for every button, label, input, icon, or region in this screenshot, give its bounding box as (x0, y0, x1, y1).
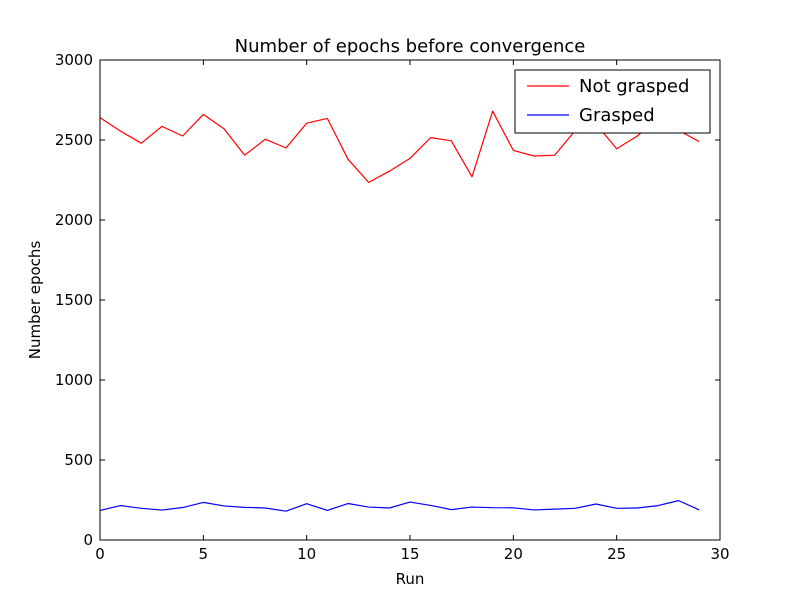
y-tick-label: 3000 (55, 51, 93, 69)
x-tick-label: 20 (504, 545, 523, 563)
legend-label-grasped: Grasped (579, 105, 655, 126)
x-tick-label: 15 (400, 545, 419, 563)
y-tick-label: 2000 (55, 211, 93, 229)
y-tick-label: 500 (64, 451, 93, 469)
x-tick-label: 0 (95, 545, 105, 563)
legend-label-not-grasped: Not grasped (579, 76, 689, 97)
y-tick-label: 1500 (55, 291, 93, 309)
y-tick-label: 2500 (55, 131, 93, 149)
x-tick-label: 25 (607, 545, 626, 563)
y-axis-label: Number epochs (26, 241, 44, 360)
x-tick-label: 30 (710, 545, 729, 563)
chart-title: Number of epochs before convergence (235, 36, 586, 57)
legend-box (514, 69, 711, 134)
x-tick-label: 10 (297, 545, 316, 563)
ticks-layer: 0 5 10 15 20 25 30 0 500 1000 1500 2000 2500 3000 (55, 51, 730, 563)
legend: Not grasped Grasped (514, 69, 711, 134)
x-axis-label: Run (396, 570, 425, 588)
y-tick-label: 1000 (55, 371, 93, 389)
series-line-grasped (99, 500, 700, 512)
x-tick-label: 5 (199, 545, 209, 563)
plot-area (100, 60, 720, 540)
y-tick-label: 0 (83, 531, 93, 549)
